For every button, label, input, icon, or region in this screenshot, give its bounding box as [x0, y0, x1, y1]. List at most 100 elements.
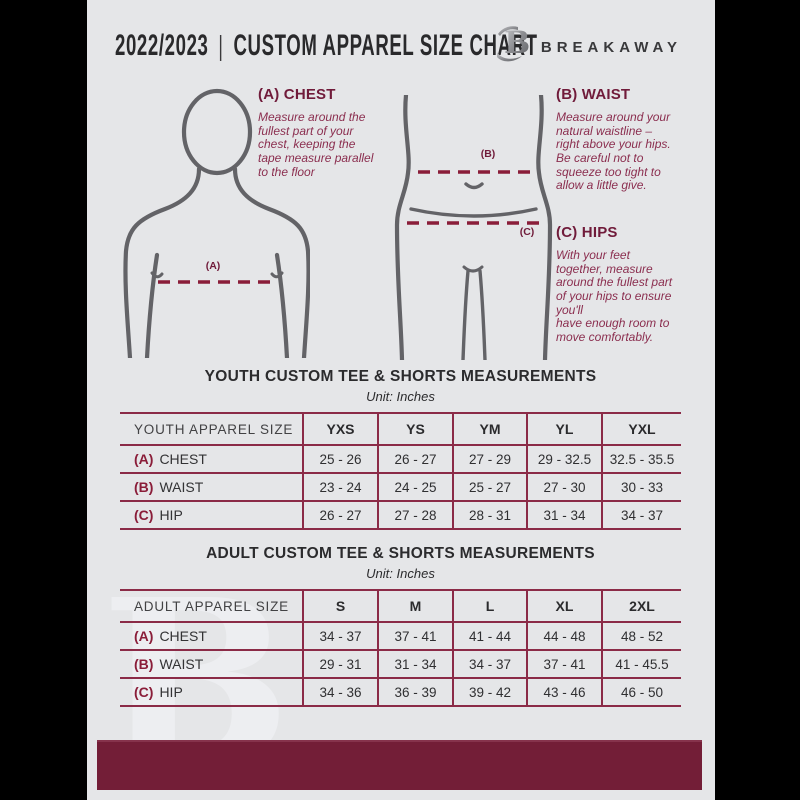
- table-header-row: ADULT APPAREL SIZE S M L XL 2XL: [120, 590, 681, 622]
- header-separator: |: [218, 30, 224, 61]
- value-cell: 31 - 34: [526, 501, 602, 529]
- value-cell: 26 - 27: [302, 501, 378, 529]
- chest-instruction-body: Measure around the fullest part of your …: [258, 110, 374, 179]
- size-cell: S: [302, 590, 378, 622]
- brand-lockup: B BREAKAWAY: [495, 22, 682, 64]
- value-cell: 23 - 24: [302, 473, 378, 501]
- size-cell: YS: [377, 413, 453, 445]
- footer-bar: [97, 740, 702, 790]
- brand-name: BREAKAWAY: [540, 38, 682, 56]
- value-cell: 26 - 27: [377, 445, 453, 473]
- value-cell: 39 - 42: [452, 678, 527, 706]
- value-cell: 31 - 34: [377, 650, 453, 678]
- row-label: WAIST: [159, 479, 204, 495]
- size-header-cell: YOUTH APPAREL SIZE: [134, 421, 294, 437]
- row-label-cell: (B) WAIST: [120, 650, 303, 678]
- row-label: CHEST: [159, 451, 207, 467]
- value-cell: 34 - 37: [452, 650, 527, 678]
- value-cell: 28 - 31: [452, 501, 527, 529]
- value-cell: 43 - 46: [526, 678, 602, 706]
- table-row: (A) CHEST 25 - 26 26 - 27 27 - 29 29 - 32…: [120, 445, 681, 473]
- value-cell: 46 - 50: [601, 678, 681, 706]
- value-cell: 34 - 37: [302, 622, 378, 650]
- value-cell: 30 - 33: [601, 473, 681, 501]
- table-row: (A) CHEST 34 - 37 37 - 41 41 - 44 44 - 48…: [120, 622, 681, 650]
- value-cell: 27 - 30: [526, 473, 602, 501]
- value-cell: 41 - 44: [452, 622, 527, 650]
- youth-size-table: YOUTH APPAREL SIZE YXS YS YM YL YXL (A) C…: [120, 412, 681, 530]
- adult-table-unit: Unit: Inches: [366, 566, 435, 581]
- chest-instruction: (A) CHEST Measure around the fullest par…: [258, 86, 400, 179]
- value-cell: 34 - 36: [302, 678, 378, 706]
- breakaway-logo-icon: B: [496, 25, 530, 62]
- youth-table-unit: Unit: Inches: [366, 389, 435, 404]
- youth-table-section: YOUTH CUSTOM TEE & SHORTS MEASUREMENTS U…: [120, 368, 681, 530]
- figure-chest-label: (A): [205, 260, 221, 272]
- value-cell: 27 - 29: [452, 445, 527, 473]
- size-cell: L: [452, 590, 527, 622]
- page-title: CUSTOM APPAREL SIZE CHART: [233, 29, 538, 62]
- table-row: (C) HIP 26 - 27 27 - 28 28 - 31 31 - 34 3…: [120, 501, 681, 529]
- adult-table-section: ADULT CUSTOM TEE & SHORTS MEASUREMENTS U…: [120, 545, 681, 707]
- value-cell: 37 - 41: [526, 650, 602, 678]
- size-cell: YM: [452, 413, 527, 445]
- hips-instruction-body: With your feet together, measure around …: [556, 248, 673, 345]
- value-cell: 24 - 25: [377, 473, 453, 501]
- row-label: HIP: [159, 507, 183, 523]
- size-chart-page: B 2022/2023 | CUSTOM APPAREL SIZE CHART …: [87, 0, 715, 800]
- value-cell: 34 - 37: [601, 501, 681, 529]
- value-cell: 29 - 32.5: [526, 445, 602, 473]
- row-prefix: (A): [134, 628, 154, 644]
- size-cell: YXL: [601, 413, 681, 445]
- value-cell: 25 - 27: [452, 473, 527, 501]
- row-prefix: (C): [134, 684, 154, 700]
- waist-instruction-heading: (B) WAIST: [556, 86, 631, 103]
- hips-instruction-heading: (C) HIPS: [556, 224, 618, 241]
- row-label-cell: (B) WAIST: [120, 473, 303, 501]
- row-prefix: (C): [134, 507, 154, 523]
- size-cell: 2XL: [601, 590, 681, 622]
- value-cell: 41 - 45.5: [601, 650, 681, 678]
- waist-instruction: (B) WAIST Measure around your natural wa…: [556, 86, 708, 193]
- row-label-cell: (A) CHEST: [120, 622, 303, 650]
- value-cell: 36 - 39: [377, 678, 453, 706]
- table-header-row: YOUTH APPAREL SIZE YXS YS YM YL YXL: [120, 413, 681, 445]
- table-row: (B) WAIST 23 - 24 24 - 25 25 - 27 27 - 30…: [120, 473, 681, 501]
- size-cell: M: [377, 590, 453, 622]
- row-label: CHEST: [159, 628, 207, 644]
- value-cell: 48 - 52: [601, 622, 681, 650]
- adult-size-table: ADULT APPAREL SIZE S M L XL 2XL (A) CHEST…: [120, 589, 681, 707]
- value-cell: 44 - 48: [526, 622, 602, 650]
- row-label-cell: (C) HIP: [120, 678, 303, 706]
- size-cell: YL: [526, 413, 602, 445]
- value-cell: 32.5 - 35.5: [601, 445, 681, 473]
- row-label: WAIST: [159, 656, 204, 672]
- row-label-cell: (C) HIP: [120, 501, 303, 529]
- size-cell: YXS: [302, 413, 378, 445]
- row-prefix: (B): [134, 656, 154, 672]
- value-cell: 27 - 28: [377, 501, 453, 529]
- adult-table-title: ADULT CUSTOM TEE & SHORTS MEASUREMENTS: [206, 545, 595, 562]
- waist-instruction-body: Measure around your natural waistline – …: [556, 110, 671, 193]
- figure-waist-label: (B): [480, 148, 496, 160]
- size-header-cell: ADULT APPAREL SIZE: [134, 598, 289, 614]
- size-cell: XL: [526, 590, 602, 622]
- logo-letter: B: [504, 25, 530, 61]
- season-text: 2022/2023: [115, 29, 209, 62]
- page-header: 2022/2023 | CUSTOM APPAREL SIZE CHART: [115, 31, 538, 61]
- row-label-cell: (A) CHEST: [120, 445, 303, 473]
- row-prefix: (A): [134, 451, 154, 467]
- youth-table-title: YOUTH CUSTOM TEE & SHORTS MEASUREMENTS: [204, 368, 597, 385]
- lower-body-figure: [394, 95, 553, 360]
- table-row: (B) WAIST 29 - 31 31 - 34 34 - 37 37 - 41…: [120, 650, 681, 678]
- value-cell: 37 - 41: [377, 622, 453, 650]
- upper-body-figure: [123, 88, 310, 358]
- table-row: (C) HIP 34 - 36 36 - 39 39 - 42 43 - 46 4…: [120, 678, 681, 706]
- figure-hips-label: (C): [519, 226, 535, 238]
- chest-instruction-heading: (A) CHEST: [258, 86, 336, 103]
- hips-instruction: (C) HIPS With your feet together, measur…: [556, 224, 715, 345]
- row-prefix: (B): [134, 479, 154, 495]
- value-cell: 29 - 31: [302, 650, 378, 678]
- value-cell: 25 - 26: [302, 445, 378, 473]
